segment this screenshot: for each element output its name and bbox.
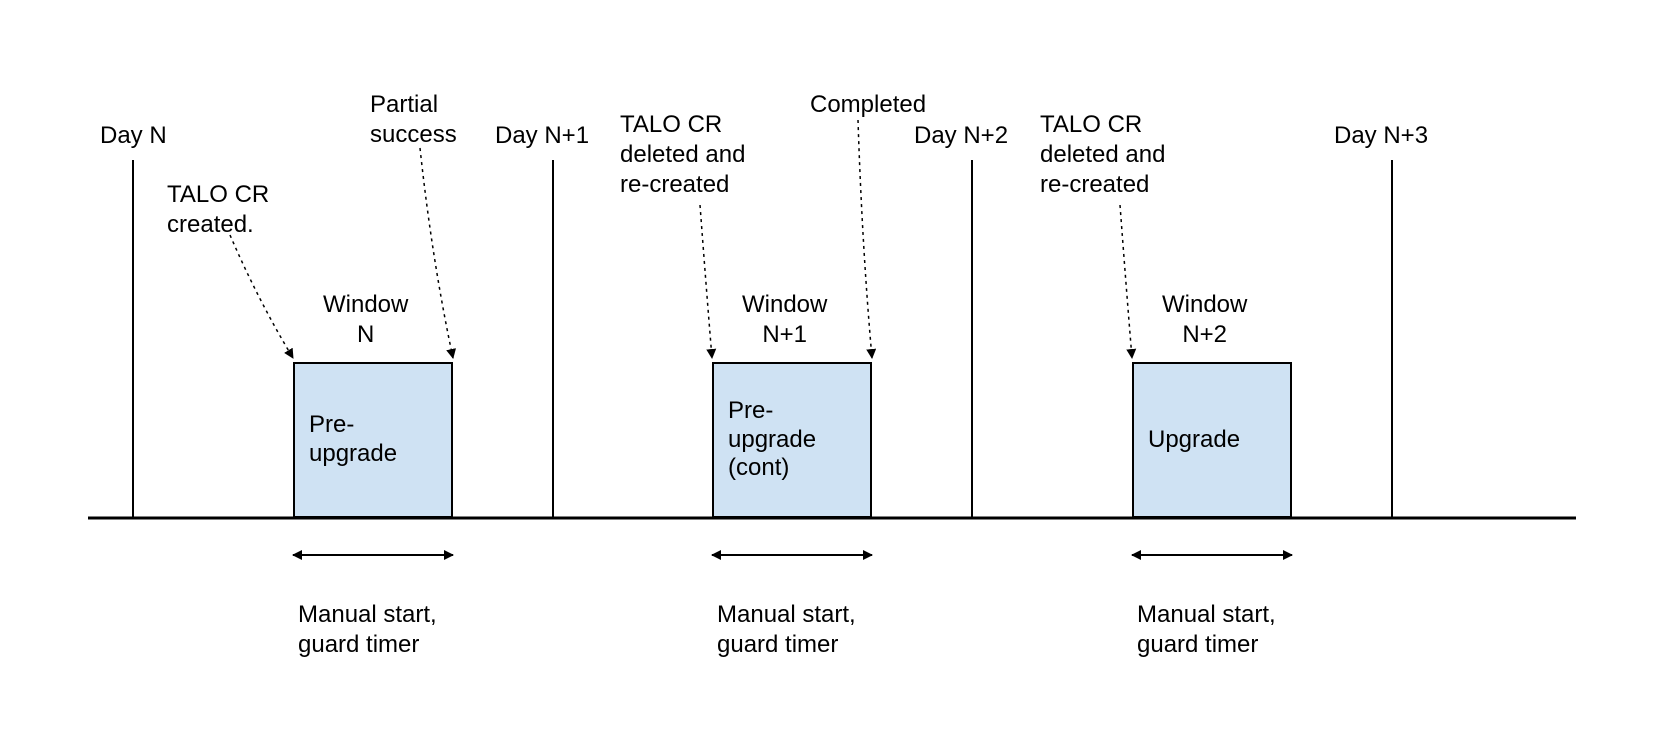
duration-label: Manual start, guard timer: [1137, 600, 1276, 660]
event-arrow: [700, 205, 712, 358]
window-box: Upgrade: [1132, 362, 1292, 518]
day-marker-label: Day N+3: [1334, 121, 1428, 151]
window-box-label: Pre- upgrade: [309, 411, 397, 469]
event-label: TALO CR created.: [167, 180, 269, 240]
window-box-label: Pre- upgrade (cont): [728, 397, 816, 483]
event-label: Completed: [810, 90, 926, 120]
duration-label: Manual start, guard timer: [717, 600, 856, 660]
timeline-diagram: Day N Day N+1 Day N+2 Day N+3 Pre- upgrade Wi…: [0, 0, 1669, 747]
event-label: Partial success: [370, 90, 457, 150]
window-box: Pre- upgrade: [293, 362, 453, 518]
event-arrow: [230, 235, 293, 358]
window-label: Window N: [323, 290, 408, 350]
window-label: Window N+1: [742, 290, 827, 350]
window-box: Pre- upgrade (cont): [712, 362, 872, 518]
event-label: TALO CR deleted and re-created: [620, 110, 745, 200]
event-arrow: [1120, 205, 1132, 358]
event-label: TALO CR deleted and re-created: [1040, 110, 1165, 200]
window-label: Window N+2: [1162, 290, 1247, 350]
window-box-label: Upgrade: [1148, 426, 1240, 455]
event-arrow: [858, 120, 872, 358]
event-arrow: [420, 148, 453, 358]
duration-label: Manual start, guard timer: [298, 600, 437, 660]
day-marker-label: Day N: [100, 121, 167, 151]
day-marker-label: Day N+2: [914, 121, 1008, 151]
day-marker-label: Day N+1: [495, 121, 589, 151]
